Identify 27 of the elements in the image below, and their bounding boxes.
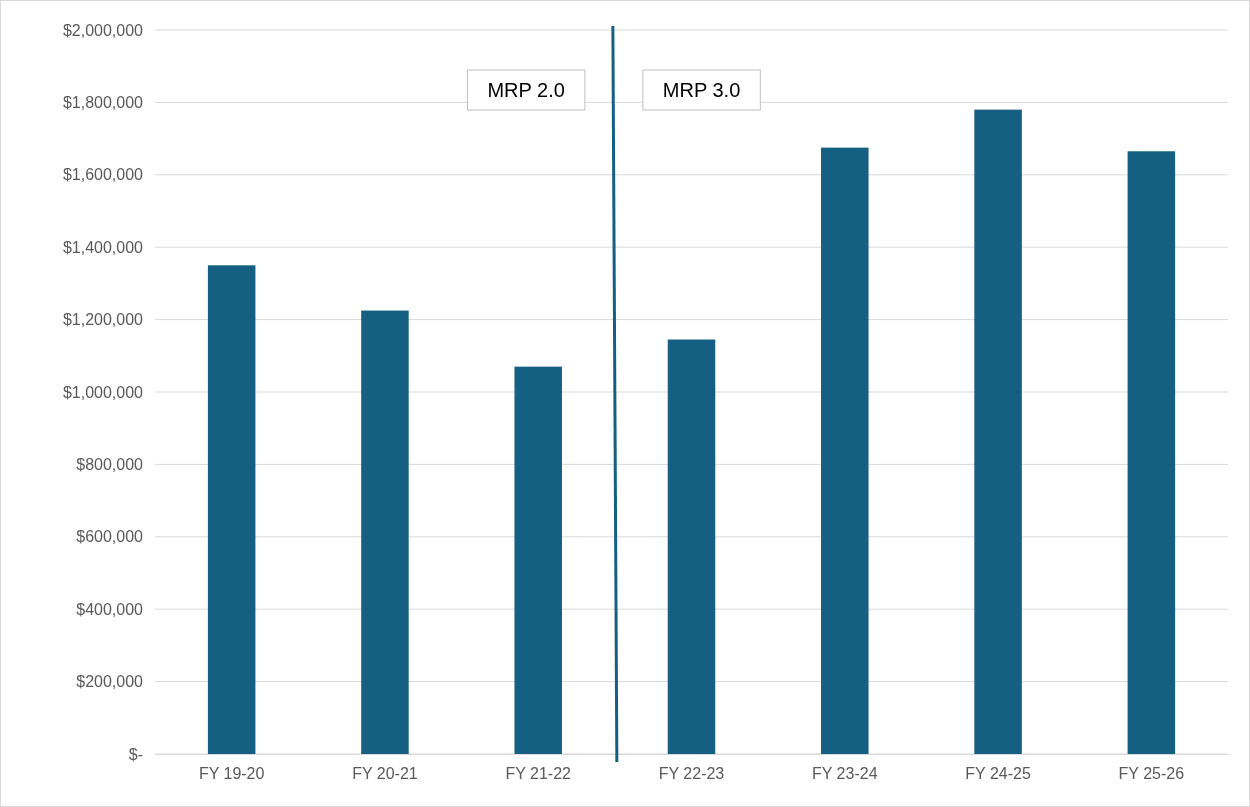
y-tick-label: $200,000 <box>76 673 144 691</box>
y-tick-label: $1,200,000 <box>62 311 144 329</box>
x-tick-label: FY 19-20 <box>198 765 265 783</box>
bar <box>1127 151 1176 754</box>
y-tick-label: $400,000 <box>76 600 144 618</box>
x-tick-label: FY 23-24 <box>812 765 878 783</box>
bar <box>974 109 1022 754</box>
y-tick-label: $- <box>128 745 143 763</box>
y-tick-label: $1,800,000 <box>62 94 144 112</box>
bar <box>667 339 716 754</box>
bar <box>207 265 256 754</box>
y-tick-label: $800,000 <box>76 456 144 474</box>
y-tick-label: $1,600,000 <box>62 166 144 184</box>
x-tick-label: FY 25-26 <box>1118 765 1185 783</box>
bar <box>821 147 869 754</box>
annotation: MRP 2.0 <box>487 79 565 101</box>
x-tick-label: FY 20-21 <box>352 765 418 783</box>
bar <box>514 366 562 754</box>
annotation: MRP 3.0 <box>662 79 741 101</box>
x-tick-label: FY 24-25 <box>965 765 1031 783</box>
y-tick-label: $2,000,000 <box>62 21 144 39</box>
bar <box>361 310 409 754</box>
y-tick-label: $1,000,000 <box>62 383 144 401</box>
y-tick-label: $600,000 <box>76 528 144 546</box>
x-tick-label: FY 22-23 <box>658 765 725 783</box>
x-tick-label: FY 21-22 <box>505 765 572 783</box>
y-tick-label: $1,400,000 <box>62 238 144 256</box>
